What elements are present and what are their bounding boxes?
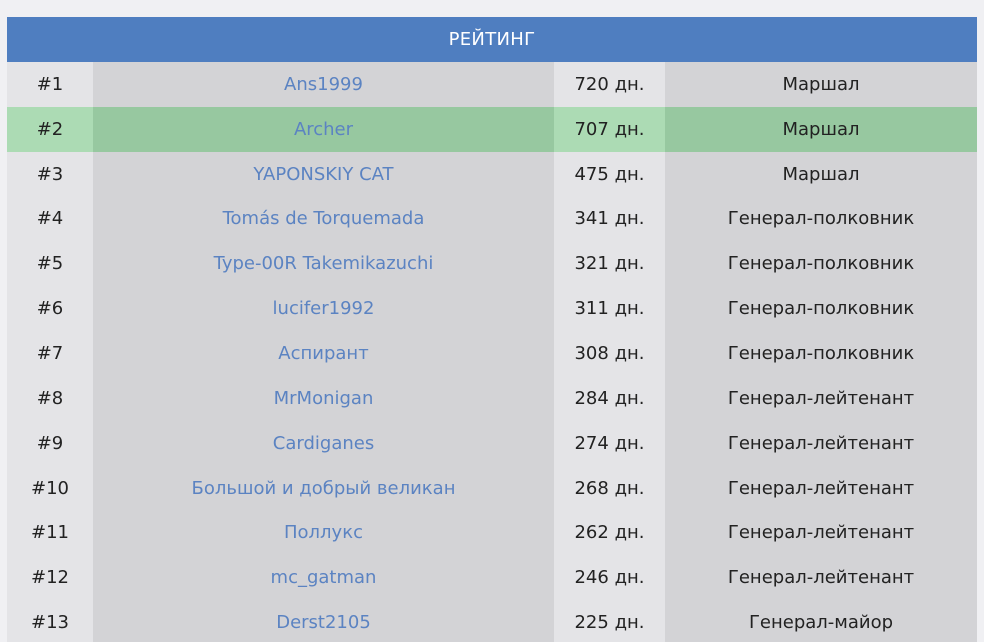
player-link[interactable]: Archer <box>293 118 354 140</box>
days-cell: 284 дн. <box>554 375 665 421</box>
rating-panel: РЕЙТИНГ #1 Ans1999 720 дн. Маршал #2 Archer 70… <box>7 17 977 642</box>
table-row: #4 Tomás de Torquemada 341 дн. Генерал-полк… <box>7 196 977 242</box>
player-cell: lucifer1992 <box>93 286 554 332</box>
military-rank-cell: Генерал-майор <box>665 600 977 642</box>
table-row: #1 Ans1999 720 дн. Маршал <box>7 62 977 107</box>
player-link[interactable]: Derst2105 <box>276 612 371 634</box>
military-rank-cell: Маршал <box>665 106 977 152</box>
player-link[interactable]: mc_gatman <box>270 567 377 589</box>
days-cell: 225 дн. <box>554 600 665 642</box>
player-cell: Tomás de Torquemada <box>93 196 554 242</box>
table-row: #2 Archer 707 дн. Маршал <box>7 106 977 152</box>
days-cell: 308 дн. <box>554 331 665 376</box>
player-link[interactable]: Ans1999 <box>284 73 363 95</box>
days-cell: 321 дн. <box>554 241 665 287</box>
player-cell: Аспирант <box>93 331 554 376</box>
rating-table-body: #1 Ans1999 720 дн. Маршал #2 Archer 707 дн. Мар… <box>7 62 977 642</box>
player-link[interactable]: Поллукс <box>284 522 363 544</box>
rank-cell: #1 <box>7 62 93 107</box>
rank-cell: #2 <box>7 106 93 152</box>
military-rank-cell: Генерал-полковник <box>665 331 977 376</box>
table-row: #3 YAPONSKIY CAT 475 дн. Маршал <box>7 151 977 197</box>
player-link[interactable]: lucifer1992 <box>272 298 375 320</box>
military-rank-cell: Генерал-лейтенант <box>665 465 977 511</box>
rank-cell: #11 <box>7 510 93 556</box>
military-rank-cell: Генерал-лейтенант <box>665 555 977 601</box>
military-rank-cell: Маршал <box>665 62 977 107</box>
player-cell: MrMonigan <box>93 375 554 421</box>
military-rank-cell: Генерал-лейтенант <box>665 420 977 466</box>
rank-cell: #5 <box>7 241 93 287</box>
rank-cell: #13 <box>7 600 93 642</box>
player-link[interactable]: Большой и добрый великан <box>191 477 456 499</box>
rank-cell: #9 <box>7 420 93 466</box>
rating-table: #1 Ans1999 720 дн. Маршал #2 Archer 707 дн. Мар… <box>7 62 977 642</box>
rank-cell: #7 <box>7 331 93 376</box>
days-cell: 268 дн. <box>554 465 665 511</box>
rating-title: РЕЙТИНГ <box>448 29 536 50</box>
table-row: #5 Type-00R Takemikazuchi 321 дн. Генерал-п… <box>7 241 977 287</box>
player-link[interactable]: Type-00R Takemikazuchi <box>213 253 434 275</box>
player-cell: Derst2105 <box>93 600 554 642</box>
days-cell: 720 дн. <box>554 62 665 107</box>
player-link[interactable]: Tomás de Torquemada <box>222 208 425 230</box>
rank-cell: #4 <box>7 196 93 242</box>
military-rank-cell: Маршал <box>665 151 977 197</box>
table-row: #9 Cardiganes 274 дн. Генерал-лейтенант <box>7 420 977 466</box>
player-link[interactable]: YAPONSKIY CAT <box>253 163 394 185</box>
player-cell: Поллукс <box>93 510 554 556</box>
player-cell: Cardiganes <box>93 420 554 466</box>
rank-cell: #3 <box>7 151 93 197</box>
days-cell: 311 дн. <box>554 286 665 332</box>
table-row: #6 lucifer1992 311 дн. Генерал-полковник <box>7 286 977 332</box>
days-cell: 262 дн. <box>554 510 665 556</box>
player-link[interactable]: Cardiganes <box>272 432 375 454</box>
player-cell: Большой и добрый великан <box>93 465 554 511</box>
table-row: #13 Derst2105 225 дн. Генерал-майор <box>7 600 977 642</box>
military-rank-cell: Генерал-полковник <box>665 241 977 287</box>
military-rank-cell: Генерал-полковник <box>665 196 977 242</box>
player-cell: YAPONSKIY CAT <box>93 151 554 197</box>
days-cell: 274 дн. <box>554 420 665 466</box>
player-cell: Archer <box>93 106 554 152</box>
days-cell: 707 дн. <box>554 106 665 152</box>
player-link[interactable]: Аспирант <box>278 342 369 364</box>
rank-cell: #10 <box>7 465 93 511</box>
table-row: #10 Большой и добрый великан 268 дн. Генера… <box>7 465 977 511</box>
rank-cell: #12 <box>7 555 93 601</box>
rank-cell: #8 <box>7 375 93 421</box>
days-cell: 341 дн. <box>554 196 665 242</box>
player-link[interactable]: MrMonigan <box>273 387 374 409</box>
military-rank-cell: Генерал-лейтенант <box>665 375 977 421</box>
military-rank-cell: Генерал-лейтенант <box>665 510 977 556</box>
player-cell: Ans1999 <box>93 62 554 107</box>
rating-header: РЕЙТИНГ <box>7 17 977 62</box>
table-row: #11 Поллукс 262 дн. Генерал-лейтенант <box>7 510 977 556</box>
table-row: #7 Аспирант 308 дн. Генерал-полковник <box>7 331 977 376</box>
player-cell: mc_gatman <box>93 555 554 601</box>
table-row: #8 MrMonigan 284 дн. Генерал-лейтенант <box>7 375 977 421</box>
rank-cell: #6 <box>7 286 93 332</box>
days-cell: 246 дн. <box>554 555 665 601</box>
player-cell: Type-00R Takemikazuchi <box>93 241 554 287</box>
days-cell: 475 дн. <box>554 151 665 197</box>
military-rank-cell: Генерал-полковник <box>665 286 977 332</box>
table-row: #12 mc_gatman 246 дн. Генерал-лейтенант <box>7 555 977 601</box>
